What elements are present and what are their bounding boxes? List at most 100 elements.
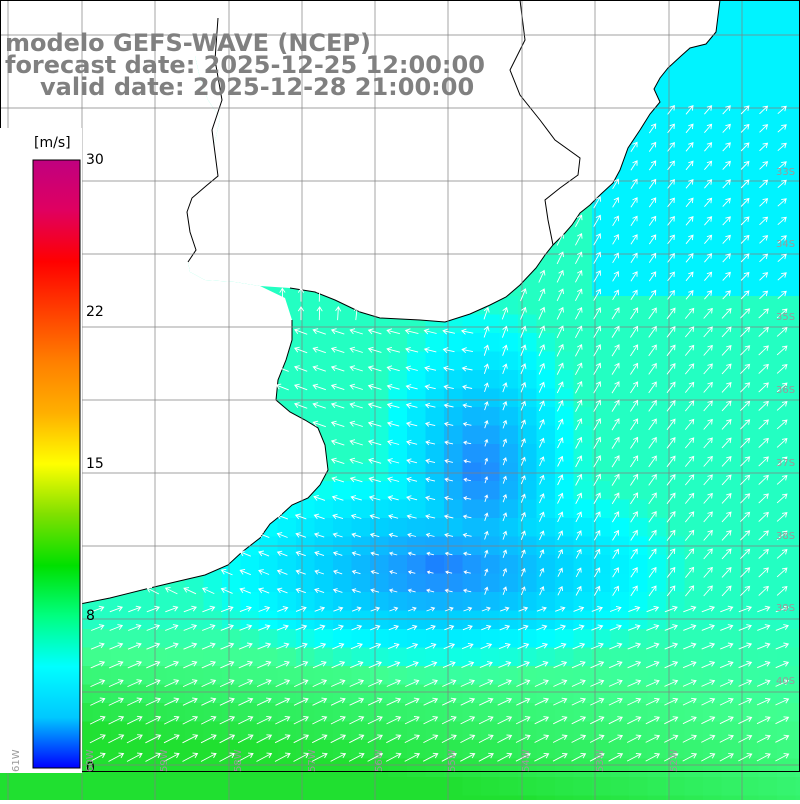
wind-cell — [500, 481, 519, 500]
wind-cell — [333, 352, 352, 371]
wind-cell — [111, 629, 130, 648]
wind-cell — [111, 796, 130, 801]
wind-cell — [444, 370, 463, 389]
wind-cell — [426, 796, 445, 801]
wind-cell — [611, 759, 630, 778]
wind-cell — [500, 500, 519, 519]
wind-cell — [759, 759, 778, 778]
wind-cell — [333, 518, 352, 537]
wind-cell — [278, 648, 297, 667]
wind-cell — [296, 777, 315, 796]
wind-cell — [703, 259, 722, 278]
lat-label-40s: 40S — [776, 677, 795, 687]
wind-cell — [777, 74, 796, 93]
lat-label-33s: 33S — [776, 168, 795, 178]
wind-cell — [500, 370, 519, 389]
wind-cell — [444, 352, 463, 371]
wind-cell — [703, 333, 722, 352]
wind-cell — [722, 629, 741, 648]
wind-cell — [444, 703, 463, 722]
wind-cell — [740, 463, 759, 482]
wind-cell — [611, 777, 630, 796]
lat-label-38s: 38S — [776, 532, 795, 542]
wind-cell — [740, 407, 759, 426]
wind-cell — [537, 777, 556, 796]
wind-cell — [648, 555, 667, 574]
wind-cell — [740, 0, 759, 19]
wind-cell — [407, 352, 426, 371]
wind-cell — [685, 426, 704, 445]
wind-cell — [740, 352, 759, 371]
wind-cell — [555, 740, 574, 759]
wind-cell — [574, 666, 593, 685]
wind-cell — [685, 740, 704, 759]
wind-cell — [759, 500, 778, 519]
wind-cell — [426, 759, 445, 778]
wind-cell — [777, 500, 796, 519]
wind-cell — [315, 296, 334, 315]
wind-cell — [333, 740, 352, 759]
wind-cell — [722, 407, 741, 426]
wind-cell — [796, 796, 800, 801]
wind-cell — [703, 463, 722, 482]
wind-cell — [167, 722, 186, 741]
wind-cell — [278, 666, 297, 685]
wind-cell — [278, 685, 297, 704]
wind-cell — [740, 185, 759, 204]
wind-cell — [370, 407, 389, 426]
wind-cell — [481, 648, 500, 667]
wind-cell — [703, 703, 722, 722]
wind-cell — [685, 93, 704, 112]
wind-cell — [315, 574, 334, 593]
wind-cell — [167, 629, 186, 648]
wind-cell — [740, 204, 759, 223]
wind-cell — [648, 574, 667, 593]
wind-cell — [777, 481, 796, 500]
wind-cell — [740, 259, 759, 278]
wind-cell — [315, 352, 334, 371]
wind-cell — [611, 796, 630, 801]
wind-cell — [389, 352, 408, 371]
wind-cell — [74, 796, 93, 801]
wind-cell — [685, 315, 704, 334]
lat-label-35s: 35S — [776, 313, 795, 323]
wind-cell — [648, 148, 667, 167]
wind-cell — [685, 555, 704, 574]
wind-cell — [722, 500, 741, 519]
wind-cell — [685, 148, 704, 167]
wind-cell — [315, 333, 334, 352]
wind-cell — [740, 278, 759, 297]
wind-cell — [629, 796, 648, 801]
wind-cell — [703, 685, 722, 704]
wind-cell — [296, 722, 315, 741]
wind-cell — [703, 518, 722, 537]
wind-cell — [352, 666, 371, 685]
wind-cell — [56, 796, 75, 801]
wind-cell — [426, 648, 445, 667]
wind-cell — [703, 389, 722, 408]
wind-cell — [777, 93, 796, 112]
wind-cell — [703, 185, 722, 204]
wind-cell — [740, 389, 759, 408]
wind-cell — [481, 666, 500, 685]
wind-cell — [222, 703, 241, 722]
wind-cell — [389, 407, 408, 426]
wind-cell — [574, 648, 593, 667]
wind-cell — [703, 315, 722, 334]
wind-cell — [648, 611, 667, 630]
wind-cell — [315, 407, 334, 426]
wind-cell — [740, 481, 759, 500]
wind-cell — [777, 352, 796, 371]
wind-cell — [426, 370, 445, 389]
wind-cell — [722, 222, 741, 241]
wind-cell — [241, 648, 260, 667]
wind-cell — [426, 352, 445, 371]
wind-cell — [759, 167, 778, 186]
wind-cell — [648, 370, 667, 389]
wind-cell — [722, 389, 741, 408]
wind-cell — [370, 777, 389, 796]
wind-cell — [111, 685, 130, 704]
wind-cell — [352, 518, 371, 537]
wind-cell — [426, 722, 445, 741]
